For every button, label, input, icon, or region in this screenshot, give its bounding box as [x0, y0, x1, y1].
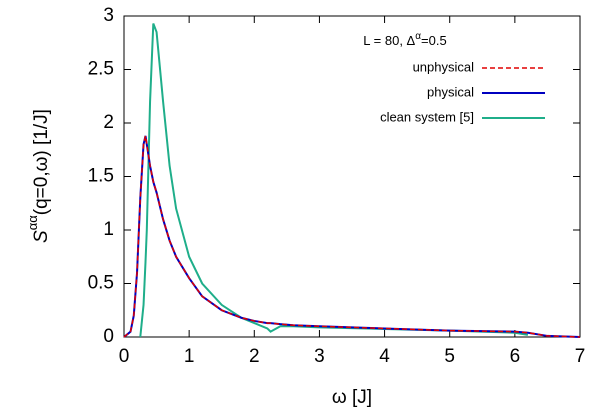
line-series [123, 135, 581, 338]
x-tick-label: 3 [314, 346, 325, 367]
annotation-part: L = 80, Δ [363, 33, 415, 48]
y-axis-label: Sαα(q=0,ω) [1/J] [25, 109, 52, 243]
x-tick-label: 4 [379, 346, 390, 367]
y-tick-label: 3 [103, 5, 114, 26]
x-tick-label: 5 [444, 346, 455, 367]
legend-label: unphysical [413, 59, 475, 74]
plot-border [123, 15, 581, 338]
x-tick-label: 2 [249, 346, 260, 367]
annotation-part: =0.5 [421, 33, 447, 48]
y-label-sup: αα [25, 215, 40, 231]
y-tick-label: 0 [103, 326, 114, 347]
x-axis-label: ω [J] [332, 387, 372, 408]
line-series [123, 135, 581, 338]
x-tick-label: 6 [510, 346, 521, 367]
y-label-part: (q=0,ω) [1/J] [31, 109, 52, 215]
legend-label: physical [427, 84, 474, 99]
x-tick-label: 7 [575, 346, 586, 367]
y-tick-label: 1.5 [88, 166, 114, 187]
y-tick-label: 0.5 [88, 273, 114, 294]
y-tick-label: 2.5 [88, 59, 114, 80]
y-label-part: S [31, 230, 52, 243]
x-tick-label: 1 [184, 346, 195, 367]
y-tick-label: 1 [103, 219, 114, 240]
x-tick-label: 0 [119, 346, 130, 367]
annotation-sup: α [415, 31, 421, 42]
legend-label: clean system [5] [380, 109, 474, 124]
annotation: L = 80, Δα=0.5 [363, 31, 446, 49]
y-tick-label: 2 [103, 112, 114, 133]
